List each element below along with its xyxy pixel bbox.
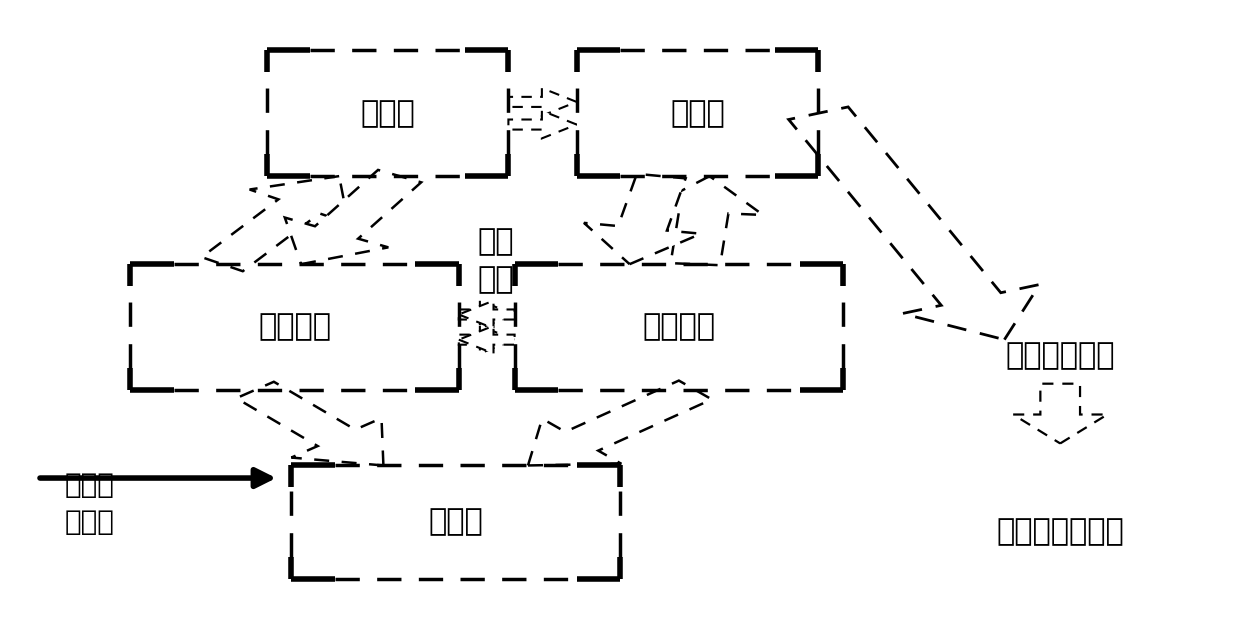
Polygon shape	[528, 381, 712, 465]
Text: 相互
作用: 相互 作用	[477, 228, 515, 294]
Polygon shape	[459, 301, 515, 328]
Polygon shape	[459, 301, 515, 328]
Polygon shape	[584, 174, 701, 264]
Text: 脉冲电流: 脉冲电流	[258, 313, 331, 342]
Polygon shape	[1013, 384, 1107, 443]
Polygon shape	[645, 176, 763, 265]
Text: 接地网故障诊断: 接地网故障诊断	[996, 517, 1125, 546]
Text: 异常信号提取: 异常信号提取	[1006, 341, 1115, 370]
Text: 声信号: 声信号	[670, 99, 725, 128]
Polygon shape	[459, 326, 515, 353]
Polygon shape	[508, 88, 577, 116]
Text: 力声源: 力声源	[360, 99, 415, 128]
Polygon shape	[789, 107, 1039, 340]
Text: 注入脉
冲电流: 注入脉 冲电流	[64, 470, 114, 536]
Polygon shape	[508, 111, 577, 138]
Polygon shape	[237, 382, 383, 465]
Polygon shape	[459, 326, 515, 353]
Polygon shape	[202, 176, 348, 271]
Text: 接地网: 接地网	[428, 508, 484, 537]
Polygon shape	[285, 170, 422, 264]
Text: 脉冲磁场: 脉冲磁场	[642, 313, 715, 342]
